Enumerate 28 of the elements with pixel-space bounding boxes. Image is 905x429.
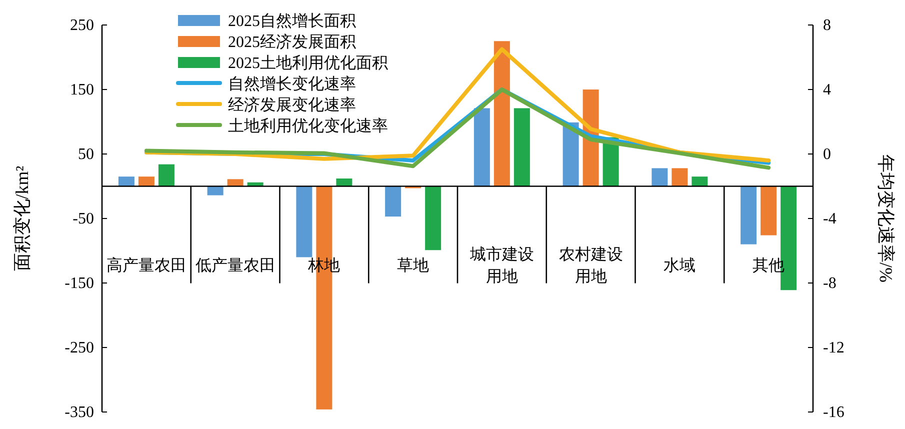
x-tick-label: 水域 xyxy=(664,256,696,274)
legend-label: 2025土地利用优化面积 xyxy=(228,54,388,72)
y2-tick-label: -12 xyxy=(823,340,844,356)
legend-label: 2025自然增长面积 xyxy=(228,12,356,30)
x-tick-label: 草地 xyxy=(397,256,430,274)
y2-tick-label: 8 xyxy=(823,17,831,34)
y2-axis-title: 年均变化速率/% xyxy=(876,154,896,282)
y-tick-label: 150 xyxy=(70,82,94,98)
x-tick-label: 高产量农田 xyxy=(106,256,186,274)
legend-label: 土地利用优化变化速率 xyxy=(228,117,388,135)
y-tick-label: -50 xyxy=(72,210,94,228)
y-tick-label: -150 xyxy=(64,275,94,292)
y2-tick-label: 4 xyxy=(823,82,831,98)
x-tick-label: 农村建设用地 xyxy=(558,245,623,286)
legend-label: 自然增长变化速率 xyxy=(228,75,356,93)
legend-label: 经济发展变化速率 xyxy=(228,96,356,114)
y2-tick-label: -4 xyxy=(823,210,836,228)
y2-tick-label: 0 xyxy=(823,146,831,163)
y-tick-label: 50 xyxy=(78,146,94,163)
x-tick-label: 低产量农田 xyxy=(195,256,276,274)
y2-tick-label: -8 xyxy=(823,275,836,292)
y2-tick-label: -16 xyxy=(823,404,844,421)
x-tick-label: 城市建设用地 xyxy=(468,245,534,286)
legend-label: 2025经济发展面积 xyxy=(228,33,356,51)
y-tick-label: 250 xyxy=(70,17,94,34)
y-axis-title: 面积变化/km² xyxy=(12,166,32,272)
y-tick-label: -350 xyxy=(64,404,94,421)
y-tick-label: -250 xyxy=(64,340,94,356)
